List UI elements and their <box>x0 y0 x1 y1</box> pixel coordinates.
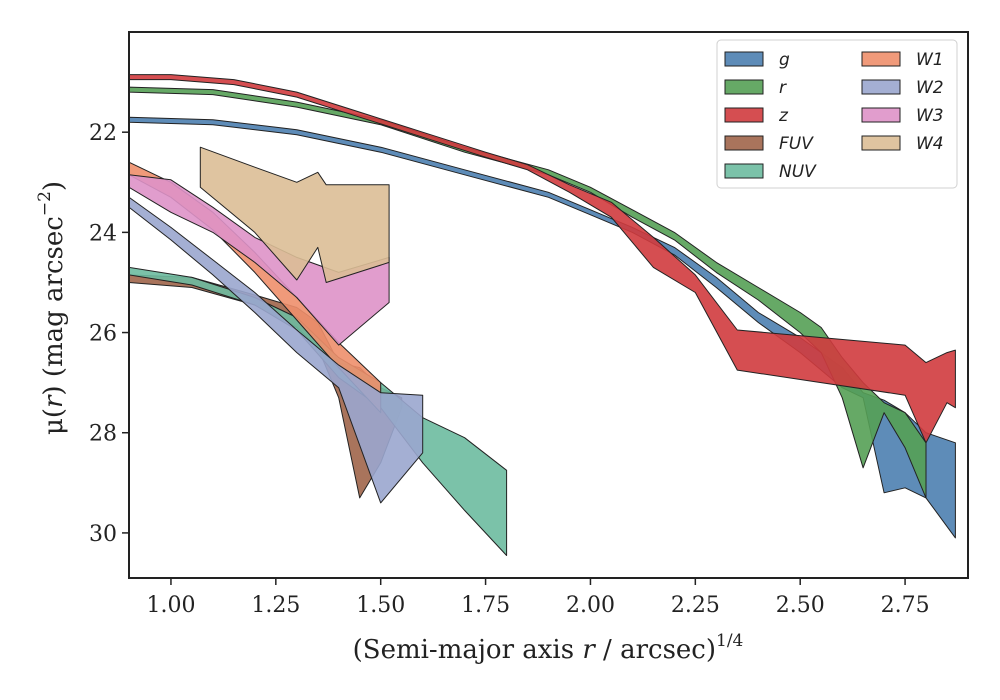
legend-label-w1: W1 <box>916 50 944 70</box>
legend-label-z: z <box>778 106 789 126</box>
x-tick-label: 2.50 <box>776 593 825 618</box>
legend-swatch-nuv <box>724 163 764 179</box>
legend-swatch-w2 <box>861 79 901 95</box>
area-w4 <box>199 146 390 283</box>
area-g <box>129 116 956 539</box>
x-tick-label: 2.75 <box>881 593 930 618</box>
x-axis-label: (Semi-major axis r / arcsec)1/4 <box>353 631 744 665</box>
legend-swatch-w3 <box>861 107 901 123</box>
area-w3 <box>129 174 390 346</box>
legend-label-nuv: NUV <box>779 162 817 182</box>
y-tick-label: 28 <box>89 422 117 447</box>
area-w2 <box>129 196 424 504</box>
x-axis: 1.00 1.25 1.50 1.75 2.00 2.25 2.50 2.75 <box>146 578 930 618</box>
legend-label-fuv: FUV <box>779 134 814 154</box>
legend: grz FUV NUV W1 W2 W3 W4 <box>716 39 958 189</box>
legend-swatch-w1 <box>861 51 901 67</box>
legend-label-g: g <box>779 50 790 70</box>
plot-frame <box>128 31 969 579</box>
legend-swatch-g <box>724 51 764 67</box>
y-tick-label: 30 <box>89 522 117 547</box>
x-tick-label: 1.50 <box>356 593 405 618</box>
x-tick-label: 1.25 <box>251 593 300 618</box>
y-tick-label: 24 <box>89 221 117 246</box>
x-tick-label: 2.00 <box>566 593 615 618</box>
x-tick-label: 1.00 <box>146 593 195 618</box>
area-series-group <box>129 74 956 556</box>
x-tick-label: 1.75 <box>461 593 510 618</box>
x-tick-label: 2.25 <box>671 593 720 618</box>
legend-swatch-r <box>724 79 764 95</box>
legend-label-w3: W3 <box>916 106 944 126</box>
legend-label-w4: W4 <box>916 134 944 154</box>
legend-label-w2: W2 <box>916 78 944 98</box>
legend-swatch-w4 <box>861 135 901 151</box>
legend-swatch-fuv <box>724 135 764 151</box>
legend-swatch-z <box>724 107 764 123</box>
y-axis: 22 24 26 28 30 <box>89 121 129 547</box>
area-z <box>129 74 956 444</box>
y-tick-label: 22 <box>89 121 117 146</box>
legend-box <box>716 39 958 189</box>
y-axis-label: μ(r) (mag arcsec−2) <box>35 181 69 435</box>
legend-label-r: r <box>779 78 787 98</box>
y-tick-label: 26 <box>89 322 117 347</box>
